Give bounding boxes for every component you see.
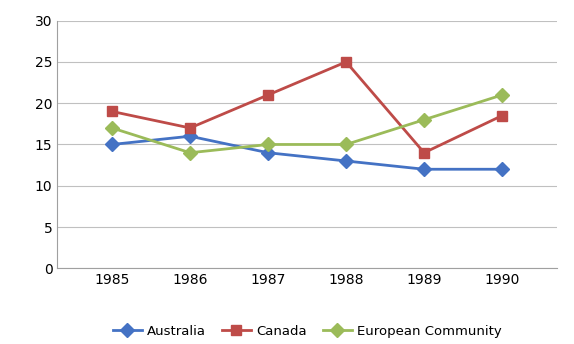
European Community [265, 142, 272, 147]
Canada [343, 60, 350, 64]
Canada [108, 109, 115, 114]
Australia [499, 167, 506, 171]
Line: Australia: Australia [107, 131, 507, 174]
Canada [421, 151, 428, 155]
European Community [187, 151, 193, 155]
Australia [343, 159, 350, 163]
European Community [499, 93, 506, 97]
Australia [187, 134, 193, 138]
Australia [265, 151, 272, 155]
Australia [421, 167, 428, 171]
Line: Canada: Canada [107, 57, 507, 158]
Canada [499, 114, 506, 118]
Legend: Australia, Canada, European Community: Australia, Canada, European Community [107, 320, 507, 343]
Canada [265, 93, 272, 97]
European Community [108, 126, 115, 130]
Line: European Community: European Community [107, 90, 507, 158]
Australia [108, 142, 115, 147]
European Community [343, 142, 350, 147]
European Community [421, 118, 428, 122]
Canada [187, 126, 193, 130]
